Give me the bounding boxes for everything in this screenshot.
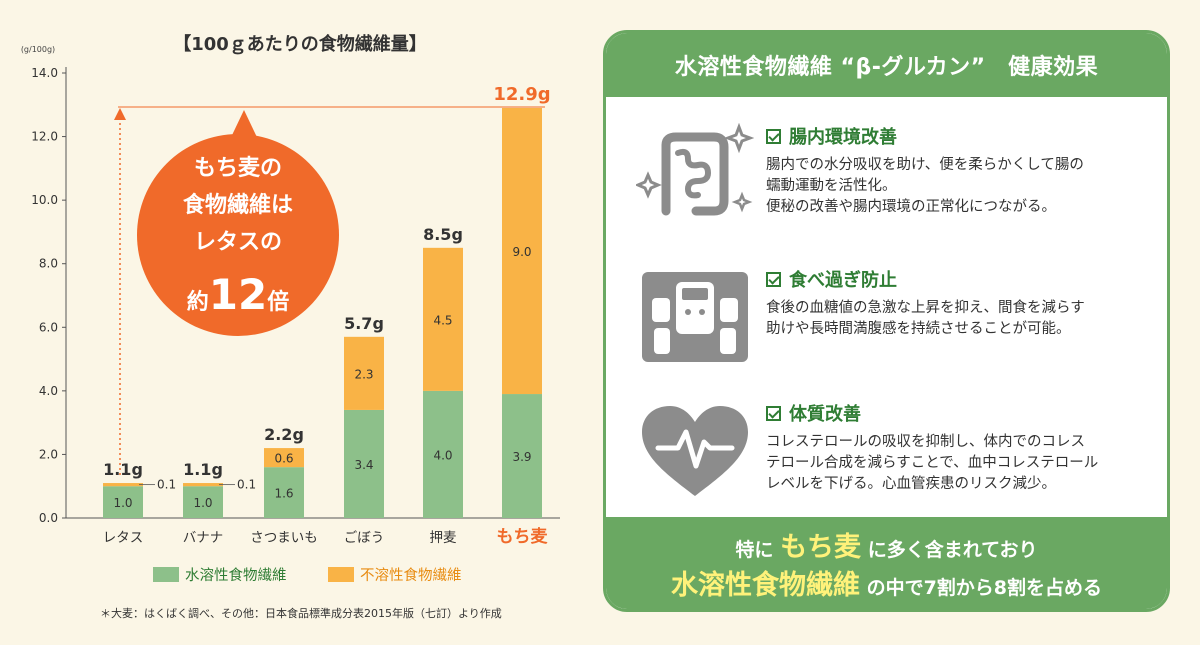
callout-prefix: 約 (187, 289, 209, 315)
value-label-soluble: 1.6 (274, 487, 293, 501)
bar-insoluble (103, 483, 143, 487)
callout-line-3: レタスの (194, 230, 282, 255)
health-benefits-panel: 水溶性食物繊維 “β-グルカン” 健康効果 腸内環境改善 腸内での水分吸収を助け… (603, 30, 1170, 612)
y-tick-label: 8.0 (39, 257, 58, 271)
y-tick-label: 4.0 (39, 384, 58, 398)
bar-soluble (264, 467, 304, 518)
heart-icon (642, 406, 748, 496)
bar-soluble (502, 394, 542, 518)
check-icon (766, 271, 781, 287)
legend-soluble-swatch (153, 567, 179, 582)
callout-number: 12 (209, 270, 267, 319)
benefit-overeating-desc: 食後の血糖値の急激な上昇を抑え、間食を減らす 助けや長時間満腹感を持続させること… (766, 300, 1085, 337)
y-axis-unit: (g/100g) (21, 45, 55, 54)
callout-bubble (137, 134, 339, 336)
total-label: 12.9g (493, 84, 550, 105)
benefit-gut-title-text: 腸内環境改善 (789, 127, 897, 148)
category-label: 押麦 (430, 530, 457, 546)
category-label: レタス (103, 530, 144, 546)
value-label-insoluble: 0.1 (237, 478, 256, 492)
bar-soluble (423, 390, 463, 518)
bar-insoluble (264, 448, 304, 468)
benefit-gut: 腸内環境改善 腸内での水分吸収を助け、便を柔らかくして腸の 蠕動運動を活性化。 … (606, 123, 1167, 243)
callout-line-1: もち麦の (194, 155, 282, 181)
benefit-constitution-title-text: 体質改善 (789, 404, 861, 425)
benefit-constitution-title: 体質改善 (766, 400, 861, 426)
value-label-insoluble: 2.3 (354, 367, 373, 381)
footer-line1-pre: 特に (735, 539, 774, 561)
panel-footer: 特に もち麦 に多く含まれており 水溶性食物繊維 の中で7割から8割を占める (606, 517, 1167, 609)
check-icon (766, 128, 781, 144)
total-label: 2.2g (264, 425, 304, 444)
footer-line2-highlight: 水溶性食物繊維 (670, 570, 860, 601)
bar-insoluble (423, 247, 463, 391)
panel-header: 水溶性食物繊維 “β-グルカン” 健康効果 (606, 33, 1167, 97)
value-label-insoluble: 4.5 (433, 313, 452, 327)
bar-soluble (344, 409, 384, 518)
total-label: 1.1g (103, 460, 143, 479)
footer-line1-post: に多く含まれており (867, 539, 1038, 561)
source-note: ＊大麦：はくばく調べ、その他：日本食品標準成分表2015年版（七訂）より作成 (100, 606, 502, 620)
intestine-icon (636, 123, 754, 216)
footer-line1-highlight: もち麦 (780, 532, 862, 563)
bar-soluble (183, 486, 223, 518)
value-label-soluble: 3.9 (512, 450, 531, 464)
bar-insoluble (344, 336, 384, 410)
footer-line-1: 特に もち麦 に多く含まれており (606, 525, 1167, 564)
total-label: 8.5g (423, 225, 463, 244)
chart-title: 【100ｇあたりの食物繊維量】 (173, 33, 427, 55)
y-tick-label: 14.0 (31, 66, 58, 80)
value-label-soluble: 3.4 (354, 458, 373, 472)
category-label: さつまいも (250, 530, 318, 546)
benefit-overeating: 食べ過ぎ防止 食後の血糖値の急激な上昇を抑え、間食を減らす 助けや長時間満腹感を… (606, 266, 1167, 366)
benefit-gut-desc: 腸内での水分吸収を助け、便を柔らかくして腸の 蠕動運動を活性化。 便秘の改善や腸… (766, 157, 1084, 215)
total-label: 5.7g (344, 314, 384, 333)
category-label: ごぼう (344, 530, 385, 546)
y-tick-label: 0.0 (39, 511, 58, 525)
value-label-insoluble: 0.1 (157, 478, 176, 492)
y-tick-label: 6.0 (39, 320, 58, 334)
callout-multiplier: 約12倍 (187, 270, 289, 319)
check-icon (766, 405, 781, 421)
total-label: 1.1g (183, 460, 223, 479)
callout-arrow-head (114, 108, 126, 120)
value-label-insoluble: 9.0 (512, 245, 531, 259)
value-label-insoluble: 0.6 (274, 452, 293, 466)
category-label: もち麦 (497, 526, 549, 547)
callout-suffix: 倍 (267, 289, 289, 315)
callout-line-2: 食物繊維は (183, 192, 293, 218)
benefit-overeating-title-text: 食べ過ぎ防止 (789, 270, 897, 291)
bar-insoluble (502, 107, 542, 395)
y-tick-label: 12.0 (31, 130, 58, 144)
footer-line-2: 水溶性食物繊維 の中で7割から8割を占める (606, 563, 1167, 602)
benefit-constitution-desc: コレステロールの吸収を抑制し、体内でのコレス テロール合成を減らすことで、血中コ… (766, 434, 1099, 492)
benefit-constitution: 体質改善 コレステロールの吸収を抑制し、体内でのコレス テロール合成を減らすこと… (606, 400, 1167, 510)
bar-soluble (103, 486, 143, 518)
category-label: バナナ (183, 530, 224, 546)
legend-insoluble-swatch (328, 567, 354, 582)
benefit-gut-title: 腸内環境改善 (766, 123, 897, 149)
value-label-soluble: 1.0 (113, 496, 132, 510)
scale-icon (642, 272, 748, 362)
legend-soluble-label: 水溶性食物繊維 (185, 567, 287, 584)
bar-insoluble (183, 483, 223, 487)
fiber-bar-chart: 【100ｇあたりの食物繊維量】 (g/100g) 0.0 2.0 4.0 6.0 8.0… (21, 33, 560, 620)
value-label-soluble: 4.0 (433, 448, 452, 462)
footer-line2-post: の中で7割から8割を占める (866, 577, 1103, 599)
y-tick-label: 10.0 (31, 193, 58, 207)
value-label-soluble: 1.0 (193, 496, 212, 510)
legend-insoluble-label: 不溶性食物繊維 (360, 567, 462, 584)
benefit-overeating-title: 食べ過ぎ防止 (766, 266, 897, 292)
y-tick-label: 2.0 (39, 447, 58, 461)
